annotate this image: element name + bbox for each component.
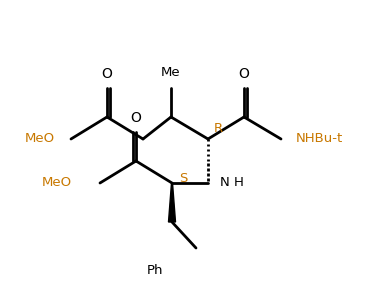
Text: Ph: Ph [147,263,163,276]
Text: MeO: MeO [25,132,55,145]
Text: Me: Me [161,65,181,78]
Text: N H: N H [220,177,244,190]
Text: MeO: MeO [42,177,72,190]
Text: O: O [239,67,249,81]
Text: O: O [102,67,112,81]
Text: S: S [179,171,187,185]
Text: O: O [131,111,141,125]
Text: NHBu-t: NHBu-t [296,132,343,145]
Polygon shape [168,183,175,222]
Text: R: R [213,121,223,134]
